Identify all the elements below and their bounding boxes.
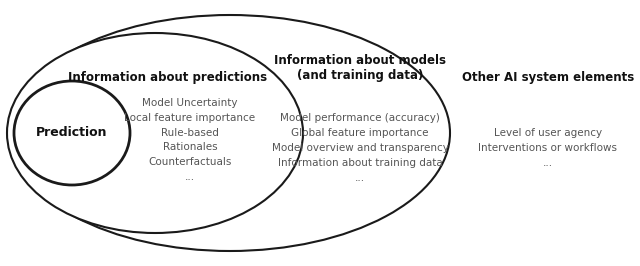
Text: Prediction: Prediction bbox=[36, 127, 108, 139]
Text: Model performance (accuracy)
Global feature importance
Model overview and transp: Model performance (accuracy) Global feat… bbox=[271, 113, 449, 182]
Ellipse shape bbox=[14, 81, 130, 185]
Ellipse shape bbox=[10, 15, 450, 251]
Text: Model Uncertainty
Local feature importance
Rule-based
Rationales
Counterfactuals: Model Uncertainty Local feature importan… bbox=[124, 98, 255, 182]
Text: Level of user agency
Interventions or workflows
...: Level of user agency Interventions or wo… bbox=[479, 128, 618, 168]
Ellipse shape bbox=[7, 33, 303, 233]
Text: Information about predictions: Information about predictions bbox=[68, 72, 268, 85]
Text: Other AI system elements: Other AI system elements bbox=[462, 72, 634, 85]
Text: Information about models
(and training data): Information about models (and training d… bbox=[274, 54, 446, 82]
